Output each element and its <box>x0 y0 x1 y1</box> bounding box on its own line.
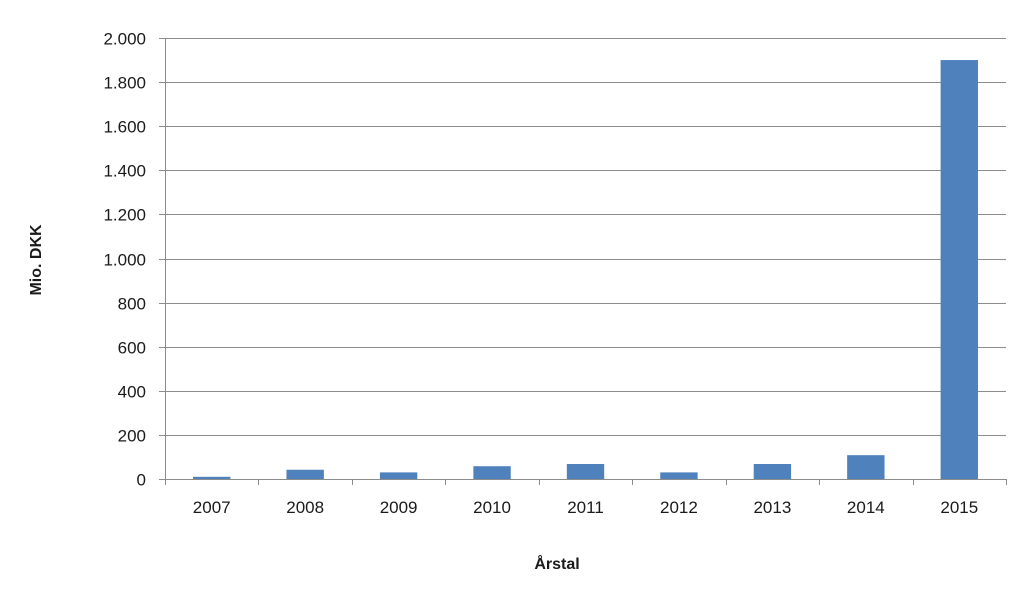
x-tick-label: 2007 <box>193 498 231 517</box>
x-tick-label: 2014 <box>847 498 885 517</box>
bar-2007 <box>193 476 231 479</box>
bar-2009 <box>379 472 418 479</box>
y-tick-label: 1.800 <box>103 74 146 93</box>
y-axis-title: Mio. DKK <box>28 224 45 296</box>
x-tick-label: 2013 <box>753 498 791 517</box>
x-axis-title: Årstal <box>534 554 579 573</box>
bar-2008 <box>286 469 324 479</box>
bar-2011 <box>566 464 605 479</box>
x-tick-label: 2008 <box>286 498 324 517</box>
y-tick-labels: 0 200 400 600 800 1.000 1.200 1.400 1.600 1.800 2.… <box>103 30 146 490</box>
y-tick-label: 1.000 <box>103 251 146 270</box>
x-tick-label: 2012 <box>660 498 698 517</box>
bar-2010 <box>473 466 511 479</box>
y-tick-label: 1.400 <box>103 162 146 181</box>
x-tick-label: 2015 <box>940 498 978 517</box>
bar-2014 <box>847 455 885 479</box>
y-tick-label: 2.000 <box>103 30 146 49</box>
x-tick-labels: 2007 2008 2009 2010 2011 2012 2013 2014 2015 <box>193 498 978 517</box>
bar-2012 <box>660 472 698 479</box>
x-tick-label: 2011 <box>567 498 604 517</box>
x-tick-label: 2010 <box>473 498 511 517</box>
bar-2013 <box>753 464 792 479</box>
y-tick-label: 1.600 <box>103 118 146 137</box>
axes <box>159 38 1007 485</box>
y-tick-label: 200 <box>118 427 146 446</box>
y-tick-label: 0 <box>137 471 146 490</box>
x-tick-label: 2009 <box>380 498 418 517</box>
bars <box>193 60 978 480</box>
gridlines <box>165 38 1006 436</box>
y-tick-label: 800 <box>118 295 146 314</box>
y-tick-label: 400 <box>118 383 146 402</box>
bar-2015 <box>940 60 978 480</box>
y-tick-label: 1.200 <box>103 206 146 225</box>
y-tick-label: 600 <box>118 339 146 358</box>
